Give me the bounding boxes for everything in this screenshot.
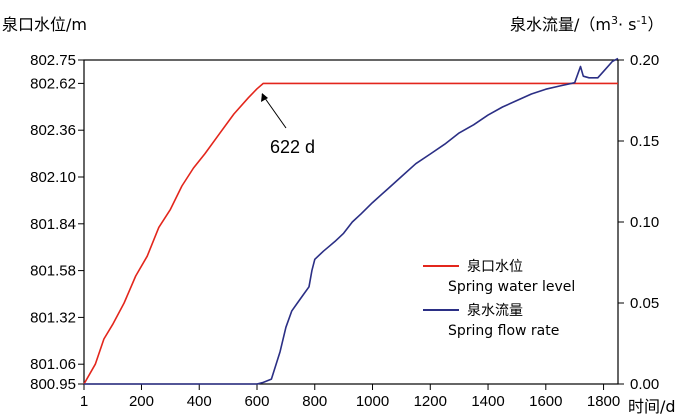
annotation-arrow-line (261, 93, 287, 129)
y-right-title-mid: · s (618, 15, 637, 34)
y-left-axis-title: 泉口水位/m (2, 15, 87, 34)
legend-label-flow-rate-en: Spring flow rate (448, 323, 559, 339)
y-left-tick-label: 802.75 (30, 52, 76, 69)
y-left-tick-label: 800.95 (30, 376, 76, 393)
x-tick-label: 1200 (414, 393, 447, 410)
y-right-tick-label: 0.00 (630, 376, 659, 393)
y-right-tick-label: 0.15 (630, 133, 659, 150)
y-right-title-sup2: -1 (637, 14, 648, 27)
y-left-tick-label: 801.58 (30, 263, 76, 280)
y-left-tick-label: 802.36 (30, 122, 76, 139)
x-tick-label: 200 (129, 393, 154, 410)
y-left-tick-label: 802.10 (30, 169, 76, 186)
legend-label-flow-rate: 泉水流量 (467, 302, 523, 319)
x-tick-label: 600 (244, 393, 269, 410)
x-tick-label: 400 (187, 393, 212, 410)
y-right-tick-label: 0.20 (630, 52, 659, 69)
y-right-title-suffix: ） (647, 15, 663, 34)
y-left-tick-label: 801.32 (30, 309, 76, 326)
series-layer (83, 57, 619, 385)
y-right-title-prefix: 泉水流量/（m (510, 15, 611, 34)
series-line-water-level (83, 82, 618, 385)
y-right-tick-label: 0.05 (630, 295, 659, 312)
x-tick-label: 1600 (529, 393, 562, 410)
y-right-title-sup1: 3 (611, 14, 618, 27)
x-tick-label: 1000 (356, 393, 389, 410)
annotation-arrowhead (261, 93, 268, 102)
x-tick-label: 1800 (587, 393, 620, 410)
legend-label-water-level: 泉口水位 (467, 258, 523, 275)
y-left-tick-label: 802.62 (30, 75, 76, 92)
y-right-tick-label: 0.10 (630, 214, 659, 231)
x-tick-label: 1 (80, 393, 88, 410)
y-left-tick-label: 801.84 (30, 216, 76, 233)
x-tick-label: 1400 (471, 393, 504, 410)
annotation-label: 622 d (270, 137, 315, 157)
ticks-layer: 1 200 400 600 800 1000 1200 1400 1600 1800800.958… (30, 52, 659, 410)
y-left-tick-label: 801.06 (30, 356, 76, 373)
legend: 泉口水位 Spring water level 泉水流量 Spring flow… (423, 258, 575, 339)
x-axis-title: 时间/d (628, 397, 676, 416)
legend-label-water-level-en: Spring water level (448, 279, 575, 295)
series-line-flow-rate (84, 57, 619, 385)
y-right-axis-title: 泉水流量/（m3· s-1） (510, 14, 663, 34)
x-tick-label: 800 (302, 393, 327, 410)
